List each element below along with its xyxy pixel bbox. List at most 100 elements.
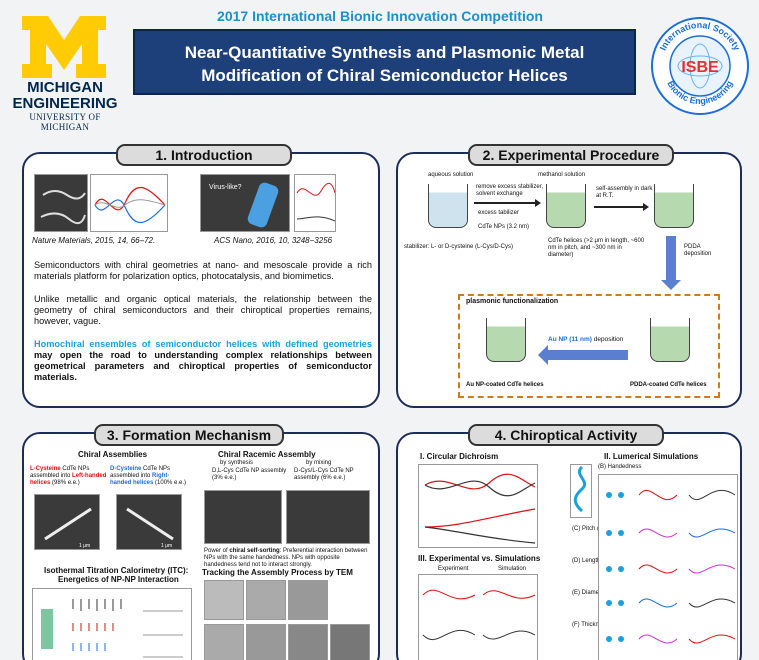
self-sorting-text: Power of chiral self-sorting: Preferenti…: [204, 548, 370, 569]
mixing-text: D-Cys/L-Cys CdTe NP assembly (6% e.e.): [294, 468, 354, 481]
citation-nature-materials: Nature Materials, 2015, 14, 66–72.: [32, 236, 156, 245]
by-synthesis-label: by synthesis: [220, 460, 254, 466]
intro-paragraph-1: Semiconductors with chiral geometries at…: [34, 260, 372, 281]
diameter-label: (E) Diameter (nm): [572, 590, 621, 596]
helix-model-shape: [573, 465, 587, 513]
tem-title: Tracking the Assembly Process by TEM: [202, 568, 353, 577]
plasmonic-box: [458, 294, 720, 398]
intro-highlight: Homochiral ensembles of semiconductor he…: [34, 339, 372, 349]
formation-panel: 3. Formation Mechanism Chiral Assemblies…: [22, 424, 380, 660]
cd-title: I. Circular Dichroism: [420, 452, 499, 461]
methanol-beaker: [546, 184, 586, 228]
expsim-plots: [418, 574, 538, 660]
pdda-coated-label: PDDA-coated CdTe helices: [630, 382, 707, 388]
chiroptical-panel: 4. Chiroptical Activity I. Circular Dich…: [396, 424, 742, 660]
racemic-title: Chiral Racemic Assembly: [218, 450, 316, 459]
intro-cd-spectrum: [90, 174, 168, 232]
virus-like-tem-image: Virus-like?: [200, 174, 290, 232]
citation-acs-nano: ACS Nano, 2016, 10, 3248−3256: [214, 236, 333, 245]
pdda-arrow: [661, 236, 681, 290]
title-line-1: Near-Quantitative Synthesis and Plasmoni…: [184, 43, 585, 62]
tem-image-a: [204, 580, 244, 620]
simulation-label: Simulation: [498, 566, 527, 572]
itc-title-2: Energetics of NP-NP Interaction: [58, 575, 179, 584]
helices-beaker: [654, 184, 694, 228]
expsim-title: III. Experimental vs. Simulations: [418, 554, 541, 563]
lumerical-title: II. Lumerical Simulations: [604, 452, 699, 461]
cd-plots: [418, 464, 538, 548]
l-assembled-word: CdTe NPs assembled into: [30, 466, 90, 479]
formation-heading: 3. Formation Mechanism: [94, 424, 284, 446]
helix-model: [570, 464, 592, 518]
chiral-assemblies-title: Chiral Assemblies: [78, 450, 148, 459]
virus-tem-shape: Virus-like?: [209, 182, 279, 228]
methanol-label: methanol solution: [538, 172, 586, 178]
l-ee-word: (98% e.e.): [52, 480, 80, 486]
lumerical-plots: [598, 474, 738, 660]
l-cysteine-word: L-Cysteine: [30, 466, 61, 472]
step2-arrow: [594, 203, 649, 211]
excess-stabilizer-label: excess tabilizer: [478, 210, 520, 216]
aqueous-beaker: [428, 184, 468, 228]
intro-paragraph-3-rest: may open the road to understanding compl…: [34, 350, 372, 382]
right-handed-word: Right-handed helices: [110, 473, 170, 486]
au-np-size: Au NP (11 nm): [548, 336, 592, 343]
intro-paragraph-3: Homochiral ensembles of semiconductor he…: [34, 339, 372, 383]
right-helix-image: 1 μm: [116, 494, 182, 550]
left-handed-word: Left-handed helices: [30, 473, 107, 486]
scale-left: 1 μm: [79, 543, 90, 549]
step1-label: remove excess stabilizer, solvent exchan…: [476, 184, 544, 197]
helix-sem-shape: [40, 190, 86, 225]
plasmonic-label: plasmonic functionalization: [466, 298, 559, 305]
self-sorting-lead: Power of: [204, 548, 228, 554]
itc-title-1: Isothermal Titration Calorimetry (ITC):: [44, 566, 189, 575]
step2-label: self-assembly in dark at R.T.: [596, 186, 653, 199]
handedness-label: (B) Handedness: [598, 464, 642, 470]
intro-cd-inset: [294, 174, 336, 232]
tem-image-g: [330, 624, 370, 660]
poster-title: Near-Quantitative Synthesis and Plasmoni…: [133, 29, 636, 95]
michigan-line2: ENGINEERING: [12, 95, 118, 112]
chiroptical-heading: 4. Chiroptical Activity: [468, 424, 664, 446]
synthesis-text: D,L-Cys CdTe NP assembly (3% e.e.): [212, 468, 287, 481]
scale-right: 1 μm: [161, 543, 172, 549]
pitch-label: (C) Pitch (nm): [572, 526, 610, 532]
tem-image-d: [204, 624, 244, 660]
d-assembled-word: CdTe NPs assembled into: [110, 466, 171, 479]
isbe-abbr: ISBE: [681, 59, 719, 76]
racemic-synthesis-image: [204, 490, 282, 544]
tem-image-f: [288, 624, 328, 660]
pdda-coated-beaker: [650, 318, 690, 362]
step1-arrow: [474, 199, 541, 207]
competition-title: 2017 International Bionic Innovation Com…: [217, 8, 543, 24]
michigan-wordmark: MICHIGAN ENGINEERING UNIVERSITY OF MICHI…: [6, 79, 124, 133]
isbe-logo: International Society Bionic Engineering…: [651, 17, 749, 115]
virus-like-label: Virus-like?: [209, 184, 242, 191]
length-label: (D) Length (nm): [572, 558, 615, 564]
tem-image-c: [288, 580, 328, 620]
tem-image-b: [246, 580, 286, 620]
racemic-mixing-image: [286, 490, 370, 544]
tem-image-e: [246, 624, 286, 660]
michigan-block-m-logo: [22, 16, 106, 78]
michigan-line3: UNIVERSITY OF MICHIGAN: [29, 112, 101, 132]
d-cysteine-word: D-Cysteine: [110, 466, 142, 472]
stabilizer-label: stabilizer: L- or D-cysteine (L-Cys/D-Cy…: [404, 244, 514, 250]
helix-sem-image: [34, 174, 88, 232]
introduction-heading: 1. Introduction: [116, 144, 292, 166]
experimental-heading: 2. Experimental Procedure: [468, 144, 674, 166]
l-cysteine-text: L-Cysteine CdTe NPs assembled into Left-…: [30, 466, 110, 487]
intro-paragraph-2: Unlike metallic and organic optical mate…: [34, 294, 372, 326]
au-coated-beaker: [486, 318, 526, 362]
d-ee-word: (100% e.e.): [155, 480, 187, 486]
au-deposition-arrow: [538, 345, 628, 365]
left-helix-image: 1 μm: [34, 494, 100, 550]
thickness-label: (F) Thickness (nm): [572, 622, 623, 628]
aqueous-label: aqueous solution: [428, 172, 474, 178]
self-sorting-bold: chiral self-sorting: [229, 548, 280, 554]
michigan-line1: MICHIGAN: [27, 79, 103, 96]
left-helix-shape: 1 μm: [44, 507, 92, 549]
introduction-panel: 1. Introduction Nature Materials, 2015, …: [22, 144, 380, 408]
title-line-2: Modification of Chiral Semiconductor Hel…: [201, 66, 568, 85]
experiment-label: Experiment: [438, 566, 469, 572]
